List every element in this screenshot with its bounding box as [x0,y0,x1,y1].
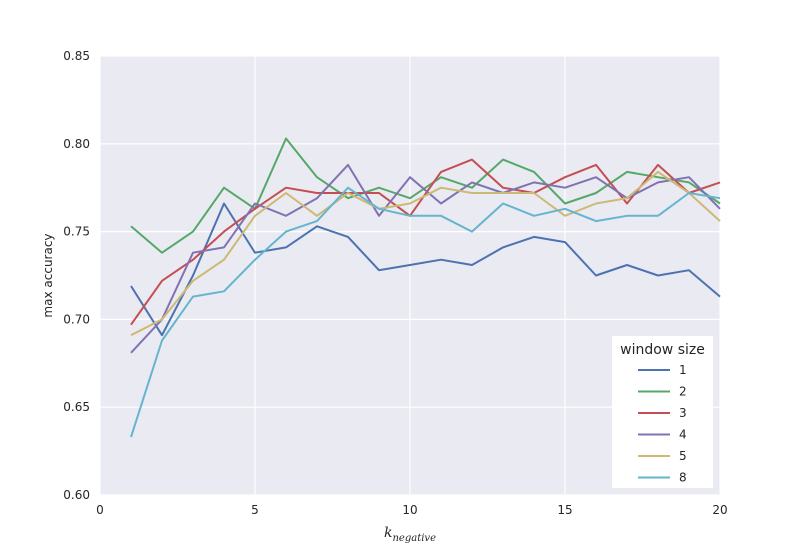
legend-label-5: 5 [679,449,687,463]
legend-label-8: 8 [679,471,687,485]
y-tick-label: 0.70 [63,312,90,326]
legend-title: window size [620,342,705,358]
series-line-2 [130,137,721,254]
series-line-8 [130,186,721,438]
series-line-5 [130,170,721,337]
series-line-4 [130,163,721,354]
x-tick-label: 15 [557,503,572,517]
legend: window size 1 2 3 4 5 8 [612,336,713,488]
y-tick-label: 0.85 [63,49,90,63]
series-line-1 [130,202,721,337]
legend-label-1: 1 [679,363,687,377]
legend-label-3: 3 [679,406,687,420]
y-tick-label: 0.60 [63,488,90,502]
y-axis-label: max accuracy [41,233,55,317]
series-line-3 [130,158,721,326]
x-tick-label: 10 [402,503,417,517]
x-axis-label: knegative [384,525,436,544]
y-tick-label: 0.80 [63,137,90,151]
x-tick-label: 20 [712,503,727,517]
tick-labels: 0 5 10 15 200.600.650.700.750.800.85 [63,49,727,517]
legend-items: 1 2 3 4 5 8 [638,363,687,485]
y-tick-label: 0.65 [63,400,90,414]
x-tick-label: 5 [251,503,259,517]
legend-label-2: 2 [679,385,687,399]
x-axis-label-main: k [384,525,392,541]
x-tick-label: 0 [96,503,104,517]
y-tick-label: 0.75 [63,225,90,239]
legend-label-4: 4 [679,428,687,442]
x-axis-label-subscript: negative [392,533,436,544]
series-lines [130,137,721,438]
